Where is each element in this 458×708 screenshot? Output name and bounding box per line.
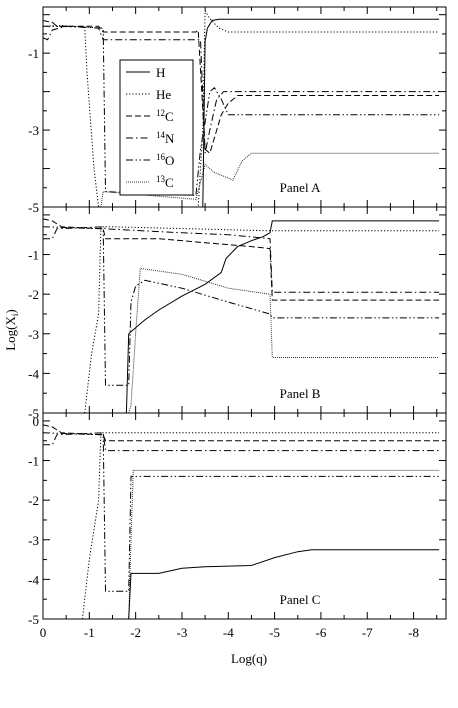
panel-2-series xyxy=(43,218,440,413)
x-tick-label: -3 xyxy=(177,625,188,640)
legend-label-c13: 13C xyxy=(156,174,174,190)
panel-label: Panel B xyxy=(280,386,321,401)
series-h-panel-2 xyxy=(125,220,440,413)
panel-label: Panel C xyxy=(280,592,321,607)
y-tick-label: 0 xyxy=(33,414,40,429)
series-o16-panel-3 xyxy=(43,432,440,592)
series-c12-panel-1 xyxy=(43,20,440,155)
legend-label-sup: 13 xyxy=(156,174,166,184)
x-tick-label: 0 xyxy=(40,625,47,640)
x-tick-label: -6 xyxy=(316,625,327,640)
legend-label-n14: 14N xyxy=(156,130,175,146)
legend-label-c12: 12C xyxy=(156,108,174,124)
series-n14-panel-2 xyxy=(43,226,440,293)
y-tick-label: -2 xyxy=(28,493,39,508)
x-axis-label: Log(q) xyxy=(231,651,267,666)
series-he-panel-2 xyxy=(84,226,440,413)
series-c13-panel-2 xyxy=(128,267,440,413)
y-tick-label: -3 xyxy=(28,533,39,548)
legend-label-base: C xyxy=(165,175,174,190)
y-tick-label: -4 xyxy=(28,366,39,381)
series-h-panel-3 xyxy=(128,549,440,619)
series-n14-panel-3 xyxy=(43,432,440,452)
x-tick-label: -1 xyxy=(84,625,95,640)
x-tick-label: -4 xyxy=(223,625,234,640)
series-he-panel-3 xyxy=(81,432,440,619)
panel-3: 0 -1 -2 -3 -4 -5 Panel C xyxy=(28,412,447,627)
series-c12-panel-2 xyxy=(43,218,440,301)
y-axis-label: Log(Xi) xyxy=(3,309,20,351)
y-axis-label-main: Log(X xyxy=(3,315,18,350)
series-n14-panel-1 xyxy=(43,25,440,154)
panel-1-series xyxy=(43,9,440,207)
series-o16-panel-2 xyxy=(43,226,440,386)
legend-label-he: He xyxy=(156,87,171,102)
legend-label-o16: 16O xyxy=(156,152,174,168)
legend-label-sup: 12 xyxy=(156,108,165,118)
y-tick-label: -5 xyxy=(28,406,39,421)
panel-label: Panel A xyxy=(280,180,321,195)
y-tick-label: -4 xyxy=(28,572,39,587)
legend-label-base: N xyxy=(165,131,175,146)
panel-3-frame xyxy=(42,412,447,620)
y-tick-label: -1 xyxy=(28,46,39,61)
axis-labels: Log(q) Log(Xi) xyxy=(3,309,267,666)
series-he-panel-1 xyxy=(43,9,440,207)
panel-1: -1 -3 -5 Panel A xyxy=(28,6,447,215)
x-tick-label: -5 xyxy=(269,625,280,640)
y-axis-label-close: ) xyxy=(3,309,18,313)
legend-label-base: C xyxy=(165,109,174,124)
y-tick-label: -5 xyxy=(28,612,39,627)
panel-2: -1 -2 -3 -4 -5 Panel B xyxy=(28,206,447,421)
x-tick-labels: 0 -1 -2 -3 -4 -5 -6 -7 -8 xyxy=(40,625,419,640)
legend-label-sup: 16 xyxy=(156,152,166,162)
legend-label-sup: 14 xyxy=(156,130,166,140)
series-o16-panel-1 xyxy=(43,25,440,197)
x-tick-label: -8 xyxy=(408,625,419,640)
y-tick-label: -5 xyxy=(28,200,39,215)
x-tick-label: -2 xyxy=(130,625,141,640)
y-tick-label: -3 xyxy=(28,327,39,342)
legend-label-base: O xyxy=(165,153,174,168)
x-tick-label: -7 xyxy=(362,625,373,640)
panel-3-series xyxy=(43,424,440,619)
y-tick-label: -2 xyxy=(28,287,39,302)
series-h-panel-1 xyxy=(202,18,440,207)
y-tick-label: -3 xyxy=(28,123,39,138)
panel-1-frame xyxy=(42,6,447,208)
panel-2-frame xyxy=(42,206,447,414)
y-tick-label: -1 xyxy=(28,248,39,263)
y-tick-label: -1 xyxy=(28,454,39,469)
y-axis-label-sub: i xyxy=(10,313,20,316)
legend-box xyxy=(119,59,194,196)
legend-label-h: H xyxy=(156,65,165,80)
